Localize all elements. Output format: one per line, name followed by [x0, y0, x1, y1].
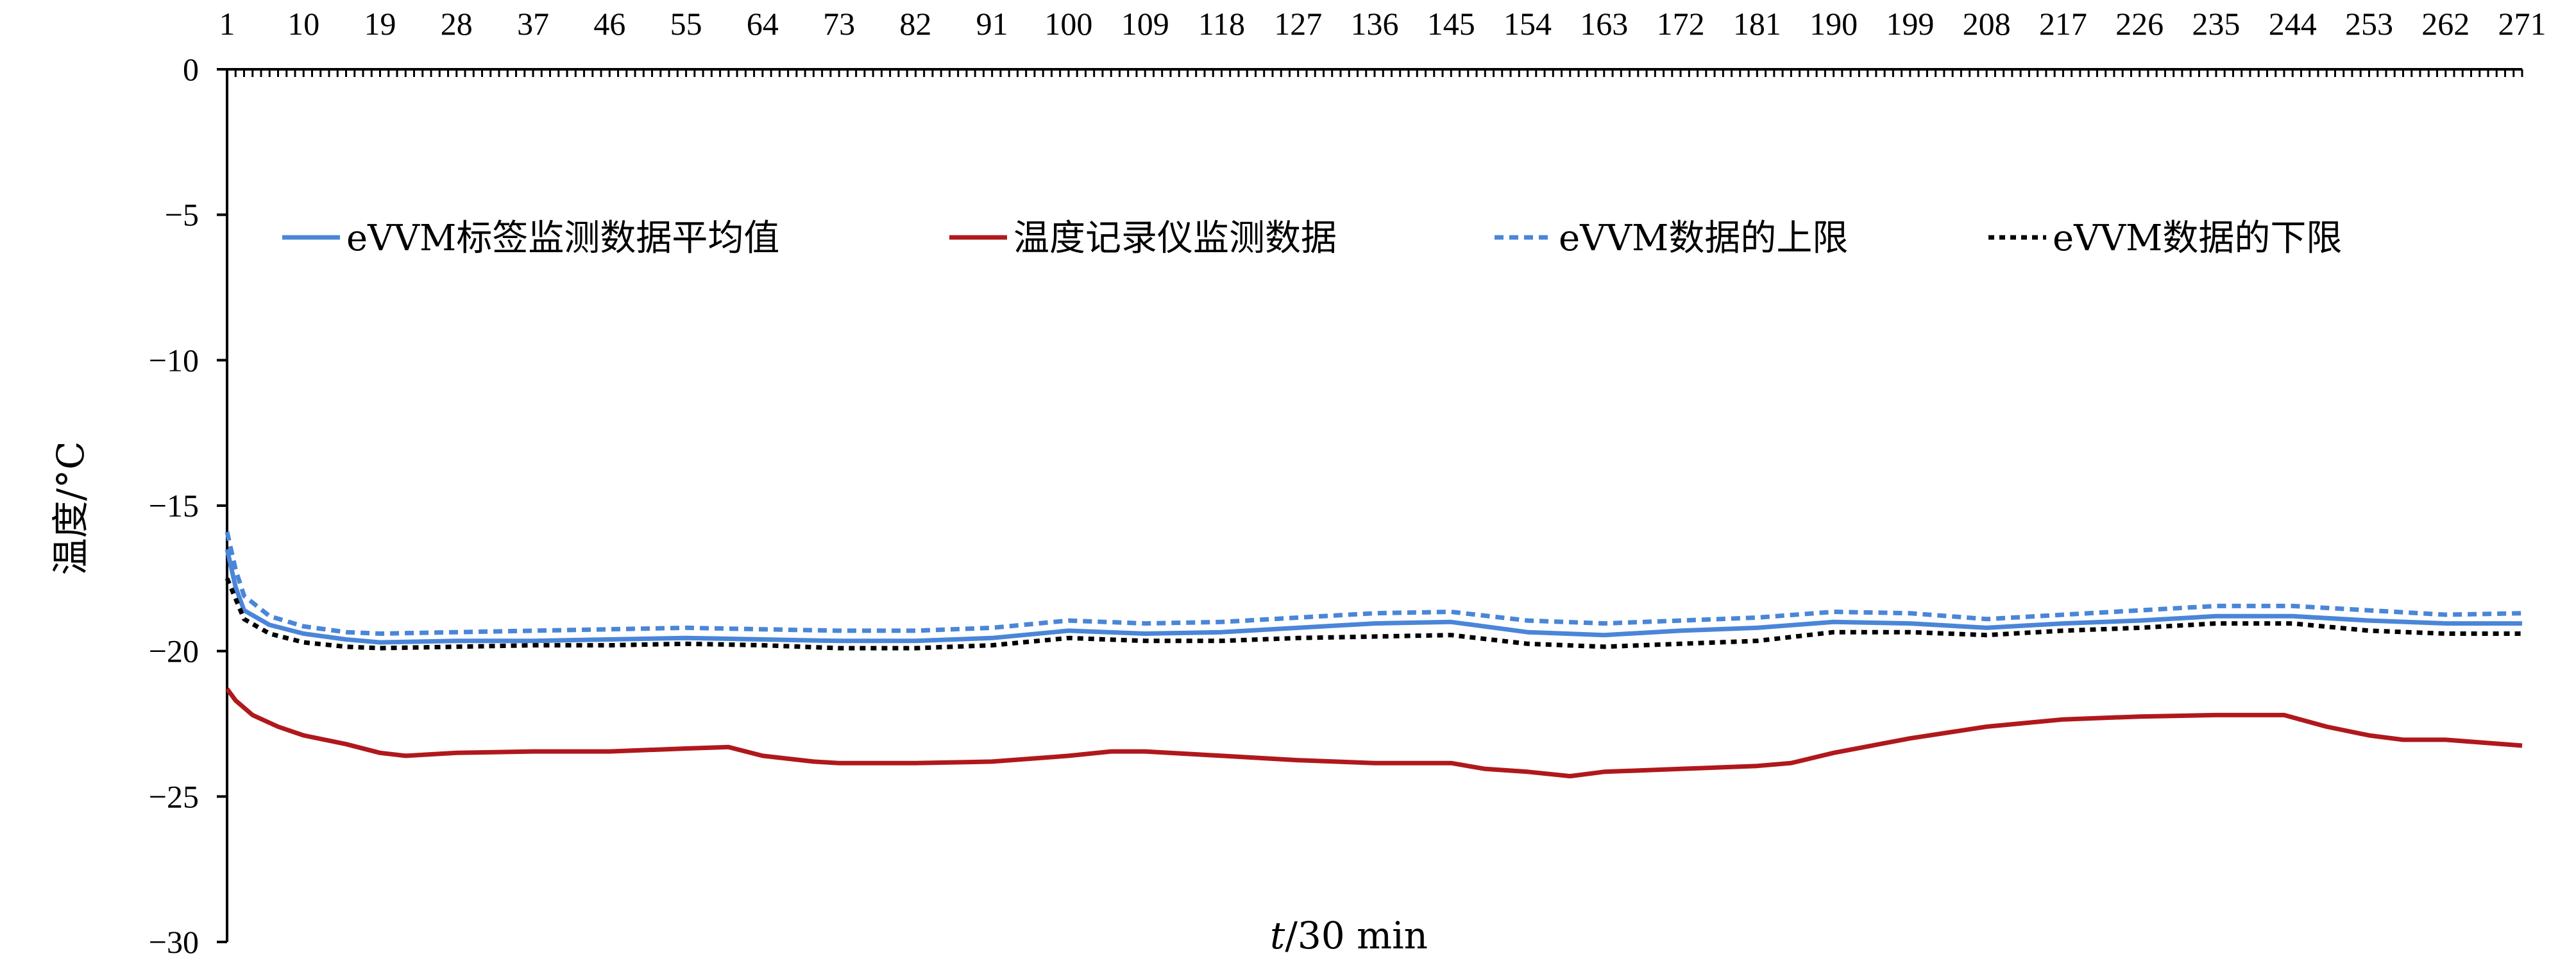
- x-axis-title-variable: t: [1270, 914, 1285, 957]
- x-tick-label: 136: [1351, 6, 1399, 42]
- x-tick-label: 235: [2192, 6, 2240, 42]
- y-tick-label: −25: [149, 778, 199, 814]
- x-tick-label: 145: [1427, 6, 1475, 42]
- x-tick-label: 217: [2039, 6, 2087, 42]
- x-tick-label: 190: [1809, 6, 1858, 42]
- x-tick-label: 37: [517, 6, 549, 42]
- x-tick-label: 127: [1274, 6, 1322, 42]
- legend-label-4: eVVM数据的下限: [2053, 218, 2342, 259]
- x-tick-label: 82: [899, 6, 931, 42]
- y-tick-label: −5: [165, 197, 199, 233]
- x-tick-label: 181: [1733, 6, 1781, 42]
- x-tick-label: 154: [1504, 6, 1552, 42]
- x-axis-title: t/30 min: [1270, 914, 1428, 957]
- x-axis-title-unit: /30 min: [1285, 914, 1428, 957]
- legend-label-1: eVVM标签监测数据平均值: [346, 218, 779, 259]
- y-tick-label: −15: [149, 488, 199, 524]
- x-tick-label: 100: [1044, 6, 1092, 42]
- x-tick-label: 73: [823, 6, 855, 42]
- x-tick-label: 10: [287, 6, 319, 42]
- x-tick-label: 64: [747, 6, 779, 42]
- x-axis: 1 10 19 28 37 46 55 64 73 82 91 100 109 118 127 136 145 1…: [219, 6, 2546, 77]
- x-tick-label: 172: [1657, 6, 1705, 42]
- series-line-3: [225, 531, 2523, 636]
- x-tick-label: 262: [2421, 6, 2470, 42]
- y-tick-label: −10: [149, 342, 199, 378]
- legend-label-2: 温度记录仪监测数据: [1013, 218, 1337, 259]
- x-tick-label: 91: [976, 6, 1008, 42]
- x-tick-label: 163: [1580, 6, 1628, 42]
- x-tick-label: 28: [441, 6, 473, 42]
- y-axis-title: 温度/°C: [49, 441, 92, 576]
- y-tick-label: 0: [183, 51, 199, 87]
- x-tick-label: 253: [2345, 6, 2393, 42]
- y-tick-label: −20: [149, 633, 199, 669]
- x-tick-label: 1: [219, 6, 235, 42]
- legend-label-3: eVVM数据的上限: [1559, 218, 1848, 259]
- series-line-4: [225, 577, 2522, 651]
- legend: eVVM标签监测数据平均值 温度记录仪监测数据 eVVM数据的上限 eVVM数据的下限: [282, 218, 2342, 259]
- x-tick-label: 19: [364, 6, 396, 42]
- x-tick-label: 109: [1121, 6, 1169, 42]
- y-tick-label: −30: [149, 924, 199, 958]
- series-line-2: [225, 687, 2523, 779]
- x-tick-label: 55: [670, 6, 702, 42]
- x-tick-label: 208: [1963, 6, 2011, 42]
- series-layer: [225, 531, 2523, 779]
- x-tick-label: 244: [2269, 6, 2317, 42]
- series-line-1: [225, 549, 2522, 645]
- x-tick-label: 226: [2115, 6, 2164, 42]
- x-tick-label: 271: [2498, 6, 2546, 42]
- x-tick-label: 199: [1886, 6, 1934, 42]
- x-tick-label: 118: [1198, 6, 1245, 42]
- x-tick-label: 46: [593, 6, 625, 42]
- y-axis: 0 −5 −10 −15 −20 −25 −30: [149, 51, 228, 958]
